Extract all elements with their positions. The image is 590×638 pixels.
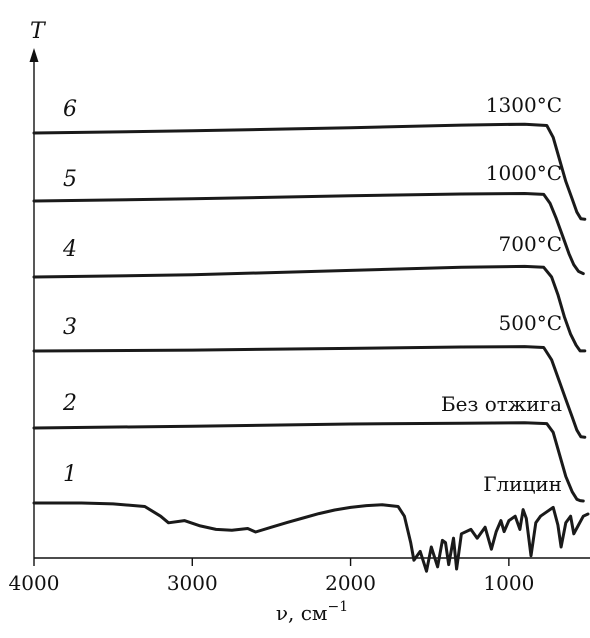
spectrum-line bbox=[34, 503, 588, 571]
curve-number-label: 5 bbox=[63, 167, 77, 192]
y-axis-title: T bbox=[30, 19, 47, 44]
x-tick-label: 3000 bbox=[167, 571, 218, 595]
series-name-label: 1000°C bbox=[486, 161, 562, 185]
x-tick-label: 2000 bbox=[325, 571, 376, 595]
curve-number-label: 4 bbox=[62, 237, 77, 262]
spectra-curves bbox=[34, 124, 588, 571]
curve-number-label: 3 bbox=[63, 315, 77, 340]
curve-labels: 1 Глицин 2 Без отжига 3 500°C 4 700°C 5 1000°C 6 13… bbox=[62, 93, 562, 496]
series-name-label: Глицин bbox=[483, 472, 562, 496]
spectrum-line bbox=[34, 266, 585, 351]
x-tick-label: 1000 bbox=[483, 571, 534, 595]
x-axis-title: ν, см−1 bbox=[276, 599, 348, 625]
curve-number-label: 6 bbox=[63, 97, 77, 122]
x-axis-title-superscript: −1 bbox=[328, 599, 349, 615]
y-axis-arrow bbox=[30, 48, 39, 62]
curve-number-label: 1 bbox=[63, 462, 77, 487]
x-axis-title-main: ν, см bbox=[276, 601, 328, 625]
series-name-label: 700°C bbox=[499, 232, 562, 256]
series-name-label: 1300°C bbox=[486, 93, 562, 117]
series-name-label: Без отжига bbox=[441, 392, 562, 416]
x-tick-label: 4000 bbox=[9, 571, 60, 595]
series-name-label: 500°C bbox=[499, 311, 562, 335]
curve-number-label: 2 bbox=[62, 391, 77, 416]
